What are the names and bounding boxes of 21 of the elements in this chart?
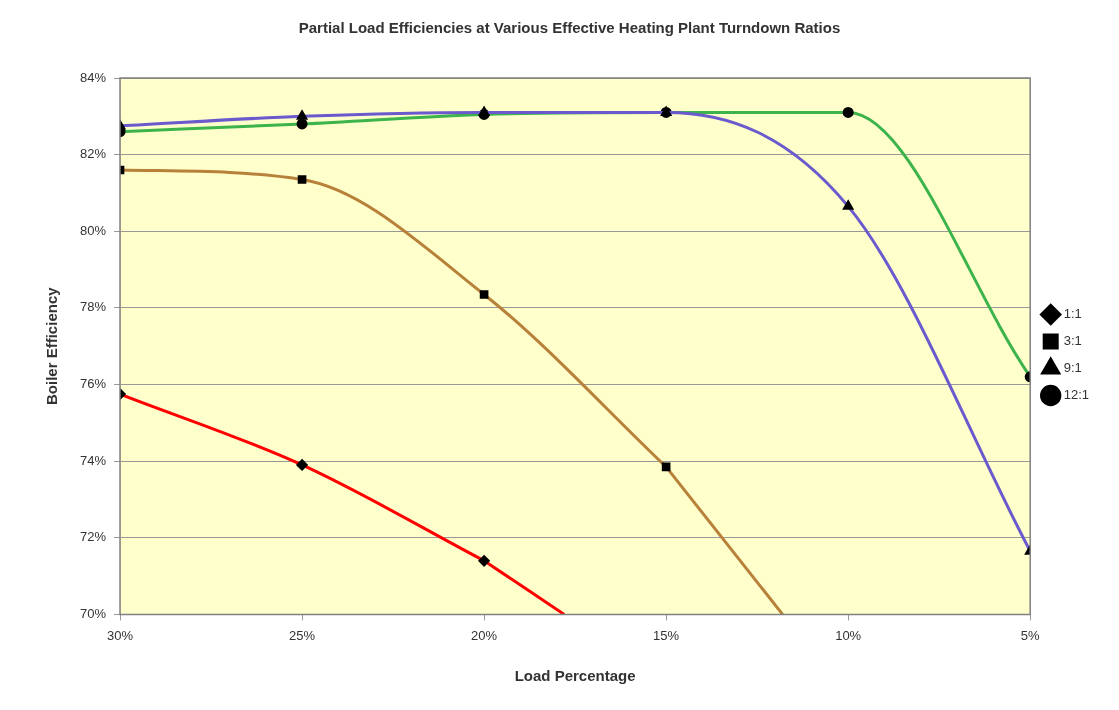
- x-tick-label: 25%: [289, 627, 316, 643]
- legend-label: 3:1: [1063, 333, 1082, 349]
- x-axis-title: Load Percentage: [514, 667, 636, 685]
- y-tick-label: 74%: [79, 452, 107, 468]
- legend-label: 12:1: [1063, 387, 1090, 403]
- y-tick-label: 80%: [79, 222, 107, 238]
- y-tick-label: 78%: [79, 299, 107, 315]
- y-tick-label: 84%: [79, 69, 107, 85]
- y-tick-label: 76%: [79, 376, 107, 392]
- x-tick-label: 20%: [471, 627, 498, 643]
- chart-title: Partial Load Efficiencies at Various Effective Heating Plant Turndown Ratios: [298, 19, 841, 37]
- y-tick-label: 70%: [79, 605, 107, 621]
- y-tick-label: 72%: [79, 529, 107, 545]
- x-tick-label: 15%: [653, 627, 680, 643]
- y-axis-title: Boiler Efficiency: [43, 286, 61, 405]
- x-tick-label: 5%: [1020, 627, 1041, 643]
- y-tick-label: 82%: [79, 146, 107, 162]
- x-tick-label: 10%: [835, 627, 862, 643]
- x-tick-label: 30%: [107, 627, 134, 643]
- legend-label: 9:1: [1063, 360, 1082, 376]
- legend-label: 1:1: [1063, 306, 1082, 322]
